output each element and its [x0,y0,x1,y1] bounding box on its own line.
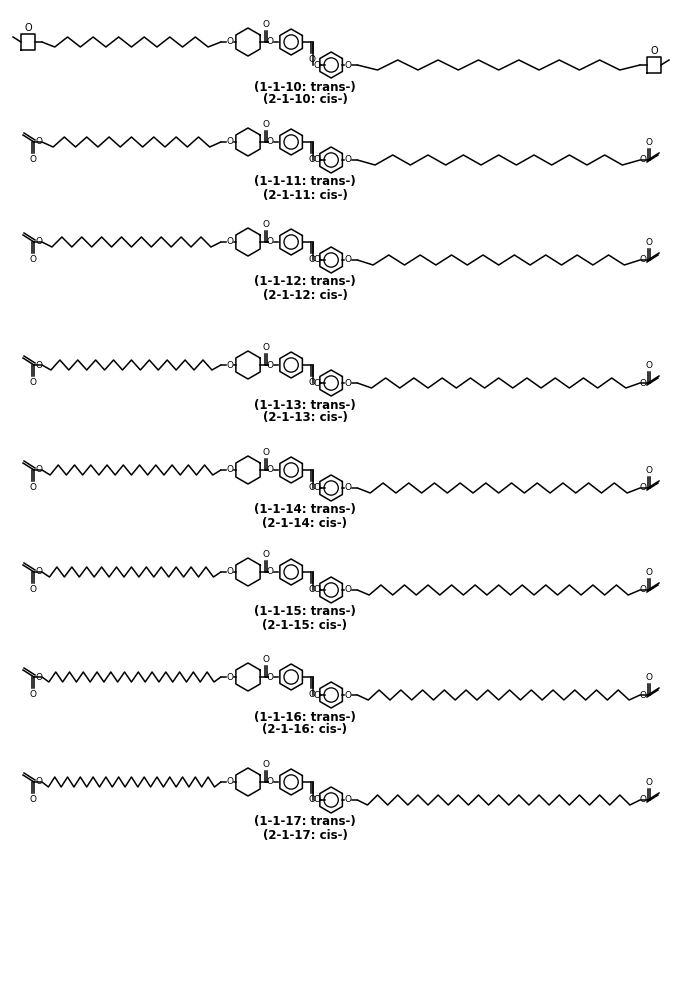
Text: O: O [345,484,352,492]
Text: O: O [263,20,269,29]
Text: O: O [345,796,352,804]
Text: O: O [640,155,647,164]
Text: O: O [29,378,37,387]
Text: O: O [314,484,321,492]
Text: O: O [263,550,269,559]
Text: O: O [267,466,273,475]
Text: O: O [345,690,352,700]
Text: O: O [309,55,316,64]
Text: O: O [640,255,647,264]
Text: O: O [263,655,269,664]
Text: (1-1-13: trans-): (1-1-13: trans-) [254,398,356,412]
Text: (1-1-12: trans-): (1-1-12: trans-) [254,275,356,288]
Text: O: O [645,238,653,247]
Text: O: O [645,673,653,682]
Text: O: O [35,237,42,246]
Text: (2-1-15: cis-): (2-1-15: cis-) [263,618,348,632]
Text: (2-1-12: cis-): (2-1-12: cis-) [263,288,347,302]
Text: O: O [645,778,653,787]
Text: O: O [267,568,273,576]
Text: O: O [640,796,647,804]
Text: O: O [35,360,42,369]
Text: O: O [35,778,42,786]
Text: (1-1-11: trans-): (1-1-11: trans-) [254,176,356,188]
Text: O: O [640,690,647,700]
Text: (1-1-15: trans-): (1-1-15: trans-) [254,605,356,618]
Text: O: O [29,795,37,804]
Text: O: O [314,796,321,804]
Text: (2-1-17: cis-): (2-1-17: cis-) [263,828,347,842]
Text: O: O [226,37,233,46]
Text: (2-1-14: cis-): (2-1-14: cis-) [263,516,348,530]
Text: O: O [24,23,32,33]
Text: O: O [309,155,316,164]
Text: O: O [267,237,273,246]
Text: O: O [314,585,321,594]
Text: O: O [226,672,233,682]
Text: O: O [226,360,233,369]
Text: O: O [35,137,42,146]
Text: O: O [345,378,352,387]
Text: O: O [263,760,269,769]
Text: O: O [29,155,37,164]
Text: O: O [263,448,269,457]
Text: O: O [345,255,352,264]
Text: O: O [645,466,653,475]
Text: O: O [267,360,273,369]
Text: O: O [267,672,273,682]
Text: O: O [226,466,233,475]
Text: O: O [226,568,233,576]
Text: O: O [263,343,269,352]
Text: O: O [345,155,352,164]
Text: O: O [226,778,233,786]
Text: O: O [640,585,647,594]
Text: O: O [345,585,352,594]
Text: O: O [314,155,321,164]
Text: O: O [314,60,321,70]
Text: (1-1-10: trans-): (1-1-10: trans-) [254,81,356,94]
Text: O: O [29,585,37,594]
Text: O: O [35,672,42,682]
Text: O: O [640,484,647,492]
Text: O: O [267,778,273,786]
Text: O: O [29,483,37,492]
Text: O: O [314,378,321,387]
Text: O: O [645,361,653,370]
Text: O: O [314,690,321,700]
Text: O: O [309,585,316,594]
Text: O: O [267,137,273,146]
Text: O: O [640,378,647,387]
Text: (2-1-11: cis-): (2-1-11: cis-) [263,188,347,202]
Text: O: O [263,120,269,129]
Text: (1-1-16: trans-): (1-1-16: trans-) [254,710,356,724]
Text: O: O [29,255,37,264]
Text: O: O [309,690,316,699]
Text: O: O [226,237,233,246]
Text: O: O [650,46,658,56]
Text: O: O [309,795,316,804]
Text: O: O [645,138,653,147]
Text: O: O [29,690,37,699]
Text: (1-1-14: trans-): (1-1-14: trans-) [254,504,356,516]
Text: O: O [645,568,653,577]
Text: (2-1-10: cis-): (2-1-10: cis-) [263,94,347,106]
Text: O: O [309,255,316,264]
Text: (2-1-13: cis-): (2-1-13: cis-) [263,412,347,424]
Text: O: O [345,60,352,70]
Text: O: O [226,137,233,146]
Text: O: O [309,378,316,387]
Text: O: O [314,255,321,264]
Text: (1-1-17: trans-): (1-1-17: trans-) [254,816,356,828]
Text: O: O [35,568,42,576]
Text: O: O [35,466,42,475]
Text: (2-1-16: cis-): (2-1-16: cis-) [263,724,348,736]
Text: O: O [267,37,273,46]
Text: O: O [309,483,316,492]
Text: O: O [263,220,269,229]
